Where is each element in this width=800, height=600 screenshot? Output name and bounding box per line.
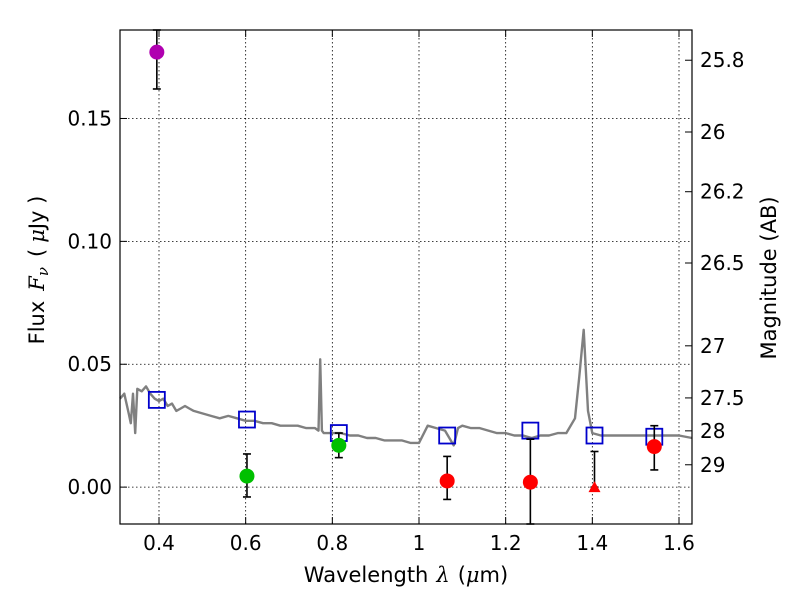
y-axis-unit-rest: Jy ) [25, 196, 49, 232]
y2-tick-label: 27.5 [700, 386, 745, 410]
y-axis-label-text: Flux [25, 301, 49, 345]
x-axis-unit-rest: m) [480, 563, 509, 587]
y2-tick-label: 26 [700, 120, 725, 144]
y-axis-unit-open: ( [25, 249, 49, 257]
x-axis-symbol: λ [435, 563, 449, 587]
y2-tick-label: 25.8 [700, 48, 745, 72]
axis-ticks: 0.4 0.6 0.8 1 1.2 1.4 1.6 0.00 0.05 0.10 0.15 25.8 2… [67, 30, 745, 555]
x-axis-label-text: Wavelength [304, 563, 429, 587]
x-tick-label: 1.4 [576, 531, 608, 555]
x-tick-label: 0.8 [316, 531, 348, 555]
y-axis-unit-mu: μ [25, 229, 49, 243]
x-tick-label: 1 [413, 531, 426, 555]
data-layer [119, 29, 693, 525]
model-bandpass-box [585, 426, 604, 445]
y-tick-label: 0.15 [67, 106, 112, 130]
x-tick-label: 0.4 [143, 531, 175, 555]
plot-frame [119, 29, 693, 525]
y2-axis-label: Magnitude (AB) [757, 196, 781, 359]
y-axis-label: Flux Fν ( μJy ) [25, 196, 52, 345]
y-axis-subscript: ν [34, 267, 52, 276]
x-tick-label: 0.6 [230, 531, 262, 555]
upper-limit-triangle [588, 481, 601, 493]
x-tick-label: 1.2 [490, 531, 522, 555]
x-axis-unit-mu: μ [466, 563, 480, 587]
grid-lines [120, 30, 692, 524]
data-point-green [331, 437, 347, 453]
x-axis-label: Wavelength λ (μm) [304, 563, 508, 587]
data-point-red [439, 473, 455, 489]
data-point-magenta [149, 44, 165, 60]
y-tick-label: 0.00 [67, 475, 112, 499]
y2-tick-label: 26.2 [700, 180, 745, 204]
model-bandpass-box [238, 410, 256, 429]
y2-tick-label: 27 [700, 334, 725, 358]
y2-tick-label: 29 [700, 453, 725, 477]
data-point-green [239, 468, 255, 484]
y2-tick-label: 28 [700, 419, 725, 443]
data-point-red [646, 439, 662, 455]
y2-tick-label: 26.5 [700, 251, 745, 275]
y-axis-symbol: F [25, 275, 49, 292]
x-tick-label: 1.6 [663, 531, 695, 555]
y-tick-label: 0.10 [67, 229, 112, 253]
model-bandpass-box [147, 390, 166, 409]
x-axis-unit-open: ( [458, 563, 466, 587]
model-bandpass-box [438, 426, 457, 445]
y-tick-label: 0.05 [67, 352, 112, 376]
data-point-red [522, 474, 538, 490]
model-spectrum-line [119, 328, 693, 447]
